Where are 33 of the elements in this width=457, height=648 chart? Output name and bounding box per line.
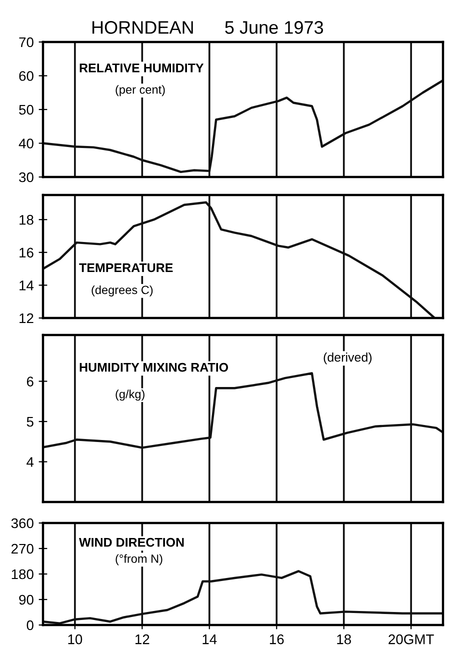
y-tick-label: 30 bbox=[19, 172, 34, 182]
annotation: HUMIDITY MIXING RATIO bbox=[80, 362, 228, 372]
chart-title: HORNDEAN 5 June 1973 bbox=[92, 21, 324, 34]
y-tick-label: 18 bbox=[20, 214, 34, 225]
y-tick-label: 360 bbox=[11, 518, 34, 528]
y-tick-label: 50 bbox=[19, 104, 34, 115]
x-tick-label: 20GMT bbox=[388, 634, 434, 644]
y-tick-label: 270 bbox=[12, 544, 34, 554]
x-tick-label: 18 bbox=[337, 634, 351, 644]
y-tick-label: 14 bbox=[20, 280, 34, 290]
y-tick-label: 90 bbox=[19, 594, 34, 605]
x-tick-label: 10 bbox=[68, 634, 82, 644]
x-tick-label: 14 bbox=[202, 634, 217, 644]
y-tick-label: 5 bbox=[26, 416, 34, 427]
y-tick-label: 70 bbox=[19, 37, 34, 48]
annotation: WIND DIRECTION bbox=[79, 538, 184, 547]
annotation: RELATIVE HUMIDITY bbox=[80, 64, 204, 72]
annotation: (per cent) bbox=[116, 85, 165, 96]
y-tick-label: 12 bbox=[20, 313, 34, 324]
annotation: (derived) bbox=[324, 352, 372, 364]
y-tick-label: 6 bbox=[26, 376, 34, 386]
x-tick-label: 12 bbox=[135, 634, 150, 644]
annotation: TEMPERATURE bbox=[79, 263, 173, 272]
annotation: (g/kg) bbox=[116, 390, 144, 401]
y-tick-label: 60 bbox=[19, 71, 34, 81]
y-tick-label: 40 bbox=[18, 138, 34, 148]
annotation: (degrees C) bbox=[92, 285, 153, 296]
x-tick-label: 16 bbox=[270, 634, 284, 644]
y-tick-label: 0 bbox=[26, 620, 34, 630]
annotation: (°from N) bbox=[116, 554, 162, 566]
y-tick-label: 16 bbox=[20, 248, 34, 258]
y-tick-label: 180 bbox=[12, 569, 34, 580]
y-tick-label: 4 bbox=[26, 457, 34, 467]
